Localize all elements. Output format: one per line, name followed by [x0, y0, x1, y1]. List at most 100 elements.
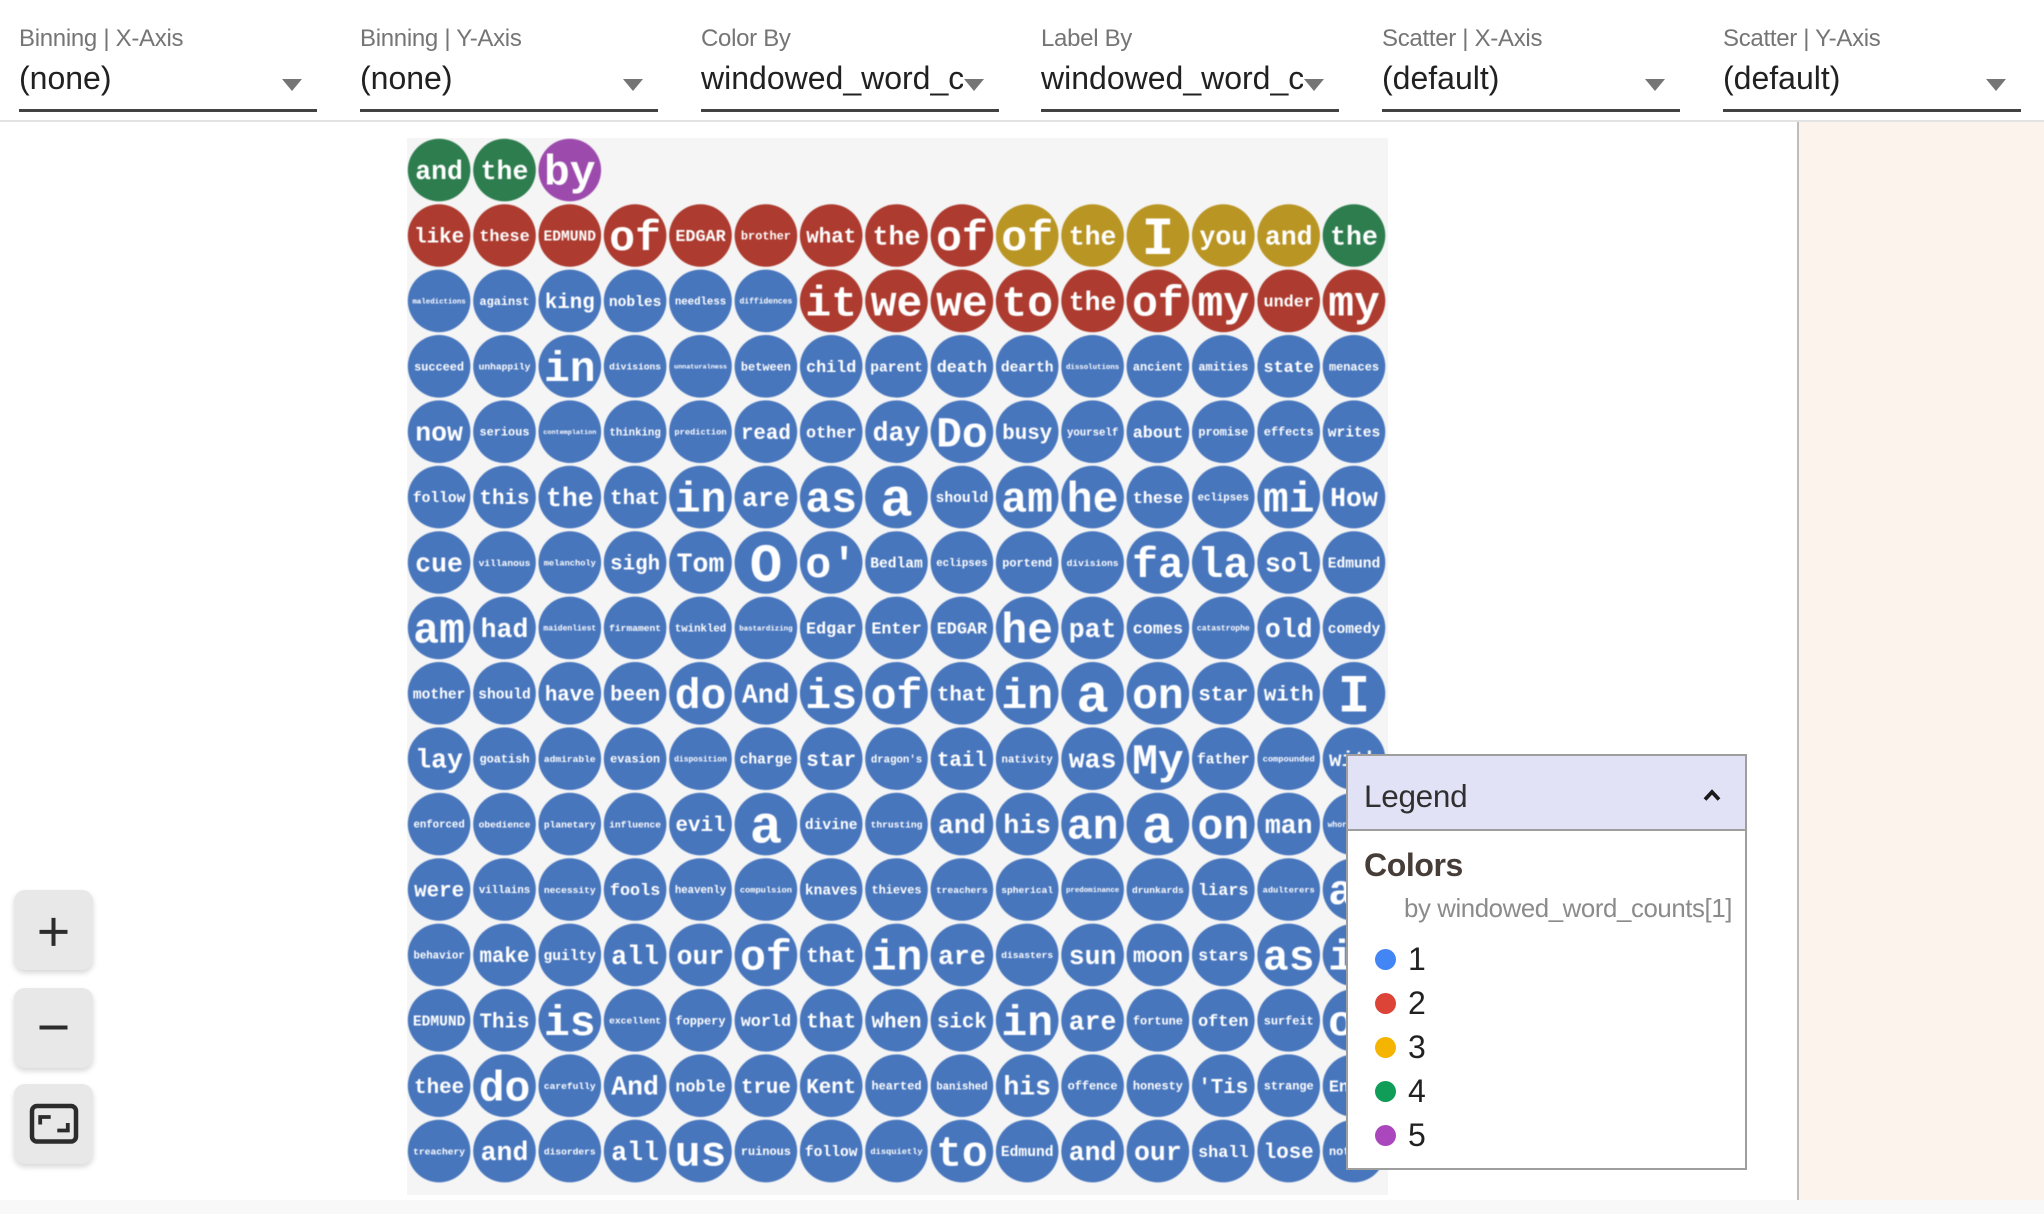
svg-text:knaves: knaves	[805, 884, 858, 900]
svg-text:and: and	[1265, 223, 1313, 253]
svg-text:goatish: goatish	[480, 753, 530, 767]
svg-text:these: these	[1133, 490, 1183, 509]
svg-text:a: a	[1142, 799, 1174, 860]
svg-text:diffidences: diffidences	[739, 298, 792, 307]
svg-text:now: now	[415, 419, 463, 449]
svg-text:were: were	[414, 881, 464, 904]
svg-text:of: of	[609, 214, 661, 263]
svg-text:Edmund: Edmund	[1328, 557, 1381, 573]
svg-text:Edmund: Edmund	[1001, 1145, 1054, 1161]
svg-text:unhappily: unhappily	[479, 362, 531, 373]
svg-text:and: and	[938, 811, 986, 841]
svg-text:stars: stars	[1198, 948, 1248, 967]
svg-text:all: all	[611, 942, 659, 972]
svg-text:enforced: enforced	[413, 820, 464, 832]
svg-text:our: our	[1134, 1138, 1182, 1168]
svg-text:ruinous: ruinous	[741, 1145, 791, 1159]
svg-text:old: old	[1265, 615, 1313, 645]
svg-text:carefully: carefully	[544, 1081, 596, 1092]
svg-text:eclipses: eclipses	[936, 558, 987, 570]
svg-text:pat: pat	[1069, 615, 1117, 645]
svg-text:sigh: sigh	[610, 554, 660, 577]
svg-text:banished: banished	[936, 1081, 987, 1093]
svg-text:thinking: thinking	[609, 427, 660, 439]
svg-text:moon: moon	[1133, 946, 1183, 969]
svg-text:offence: offence	[1068, 1080, 1118, 1094]
svg-text:lay: lay	[415, 746, 463, 776]
svg-text:often: often	[1198, 1013, 1248, 1032]
svg-text:disasters: disasters	[1001, 950, 1053, 961]
svg-text:dragon's: dragon's	[871, 754, 922, 766]
svg-text:effects: effects	[1264, 426, 1314, 440]
svg-text:strange: strange	[1264, 1080, 1314, 1094]
svg-text:between: between	[741, 360, 791, 374]
svg-text:state: state	[1264, 359, 1314, 378]
svg-text:And: And	[742, 680, 790, 710]
svg-text:his: his	[1003, 811, 1051, 841]
svg-text:This: This	[480, 1011, 530, 1034]
svg-text:make: make	[480, 946, 530, 969]
svg-text:should: should	[936, 491, 989, 507]
svg-text:busy: busy	[1002, 423, 1052, 446]
svg-text:on: on	[1197, 803, 1249, 852]
svg-text:disposition: disposition	[674, 755, 727, 764]
svg-text:thee: thee	[414, 1077, 464, 1100]
svg-text:what: what	[806, 227, 856, 250]
svg-text:yourself: yourself	[1067, 427, 1118, 439]
svg-text:Tom: Tom	[677, 550, 725, 580]
svg-text:that: that	[806, 1011, 856, 1034]
svg-text:are: are	[938, 942, 986, 972]
svg-text:thrusting: thrusting	[871, 819, 923, 830]
svg-text:our: our	[677, 942, 725, 972]
svg-text:portend: portend	[1002, 557, 1052, 571]
svg-text:us: us	[675, 1130, 727, 1179]
svg-text:do: do	[675, 672, 727, 721]
svg-text:comedy: comedy	[1328, 622, 1381, 638]
svg-text:fa: fa	[1132, 541, 1184, 590]
svg-text:Enter: Enter	[871, 621, 921, 640]
svg-text:promise: promise	[1198, 426, 1248, 440]
svg-text:am: am	[1001, 476, 1053, 525]
svg-text:needless: needless	[675, 297, 726, 309]
svg-text:was: was	[1069, 746, 1117, 776]
svg-text:like: like	[414, 227, 464, 250]
svg-text:And: And	[611, 1073, 659, 1103]
svg-text:are: are	[1069, 1007, 1117, 1037]
svg-text:true: true	[741, 1077, 791, 1100]
svg-text:is: is	[805, 672, 857, 721]
svg-text:eclipses: eclipses	[1198, 493, 1249, 505]
svg-text:fools: fools	[610, 882, 660, 901]
svg-text:drunkards: drunkards	[1132, 885, 1184, 896]
svg-text:prediction: prediction	[674, 428, 726, 438]
svg-text:the: the	[481, 157, 529, 187]
svg-text:planetary: planetary	[544, 819, 596, 830]
svg-text:EDGAR: EDGAR	[937, 621, 988, 640]
svg-text:the: the	[1069, 223, 1117, 253]
svg-text:an: an	[1067, 803, 1119, 852]
svg-text:when: when	[872, 1011, 922, 1034]
svg-text:king: king	[545, 292, 595, 315]
svg-text:we: we	[871, 280, 923, 329]
svg-text:sun: sun	[1069, 942, 1117, 972]
svg-text:villanous: villanous	[479, 558, 531, 569]
svg-text:treachery: treachery	[413, 1146, 465, 1157]
svg-text:to: to	[1001, 280, 1053, 329]
svg-text:succeed: succeed	[414, 360, 464, 374]
svg-text:lose: lose	[1264, 1142, 1314, 1165]
svg-text:against: against	[480, 295, 530, 309]
svg-text:am: am	[413, 607, 465, 656]
svg-text:parent: parent	[870, 360, 923, 376]
svg-text:that: that	[610, 488, 660, 511]
svg-text:of: of	[871, 672, 923, 721]
svg-text:disorders: disorders	[544, 1146, 596, 1157]
svg-text:honesty: honesty	[1133, 1080, 1183, 1094]
svg-text:adulterers: adulterers	[1263, 886, 1315, 896]
svg-text:the: the	[546, 484, 594, 514]
svg-text:thieves: thieves	[872, 884, 922, 898]
svg-text:menaces: menaces	[1329, 360, 1379, 374]
svg-text:melancholy: melancholy	[544, 559, 597, 569]
svg-text:noble: noble	[675, 1078, 725, 1097]
svg-text:amities: amities	[1198, 360, 1248, 374]
svg-text:twinkled: twinkled	[675, 624, 726, 636]
svg-text:that: that	[806, 946, 856, 969]
